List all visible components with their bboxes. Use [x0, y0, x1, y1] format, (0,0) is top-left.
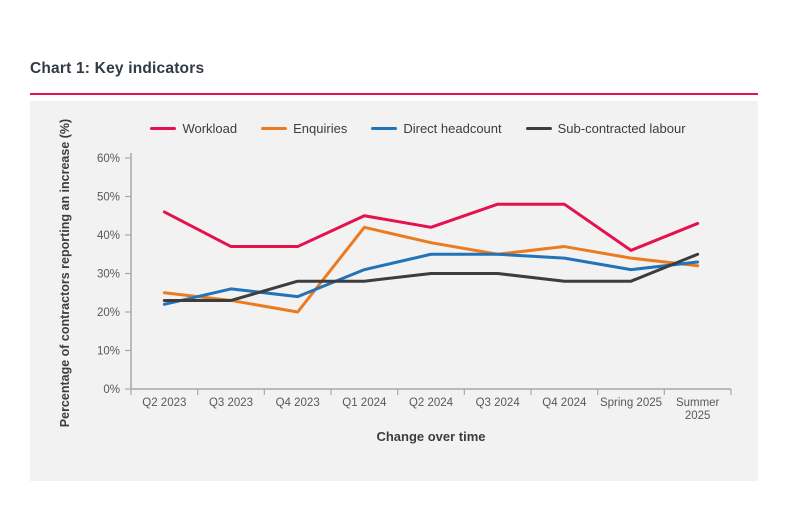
y-tick-label: 20%	[97, 307, 120, 319]
x-axis-title: Change over time	[376, 429, 486, 444]
y-tick-label: 0%	[103, 384, 120, 396]
legend-swatch-icon	[261, 126, 288, 131]
x-tick-label: Q3 2024	[476, 397, 521, 409]
series-line-direct-headcount	[162, 252, 700, 306]
x-tick-label: Summer 2025	[676, 397, 720, 422]
chart-panel: Workload Enquiries Direct headcount Sub-con…	[30, 101, 758, 481]
chart-canvas: 0% 10% 20% 30% 40% 50% 60% Q2 2023 Q3 2023 Q4 202…	[97, 153, 732, 422]
y-tick-label: 30%	[97, 269, 120, 281]
legend-label: Sub-contracted labour	[557, 121, 686, 136]
x-tick-label: Q2 2023	[142, 397, 186, 409]
y-tick-label: 10%	[97, 346, 120, 358]
legend-label: Direct headcount	[403, 121, 502, 136]
title-divider	[30, 93, 758, 95]
x-tick-label: Spring 2025	[600, 397, 662, 409]
x-tick-label: Q4 2023	[276, 397, 320, 409]
x-tick-label: Q3 2023	[209, 397, 253, 409]
x-tick-label: Q4 2024	[542, 397, 587, 409]
legend-swatch-icon	[525, 126, 552, 131]
legend-item-workload: Workload	[150, 121, 237, 136]
legend-label: Workload	[182, 121, 238, 136]
series-line-enquiries	[162, 225, 700, 314]
y-tick-label: 60%	[97, 153, 120, 165]
legend-swatch-icon	[150, 126, 177, 131]
y-axis-title: Percentage of contractors reporting an i…	[58, 118, 72, 428]
legend-swatch-icon	[371, 126, 398, 131]
legend-item-enquiries: Enquiries	[261, 121, 347, 136]
legend-item-sub-contracted-labour: Sub-contracted labour	[525, 121, 686, 136]
series-line-sub-contracted-labour	[162, 252, 700, 302]
chart-legend: Workload Enquiries Direct headcount Sub-con…	[30, 121, 758, 136]
legend-item-direct-headcount: Direct headcount	[371, 121, 502, 136]
legend-label: Enquiries	[293, 121, 348, 136]
y-tick-label: 40%	[97, 230, 120, 242]
series-line-workload	[162, 202, 700, 252]
x-tick-label: Q1 2024	[342, 397, 387, 409]
page-title: Chart 1: Key indicators	[30, 60, 205, 77]
x-tick-label: Q2 2024	[409, 397, 454, 409]
y-tick-label: 50%	[97, 192, 120, 204]
